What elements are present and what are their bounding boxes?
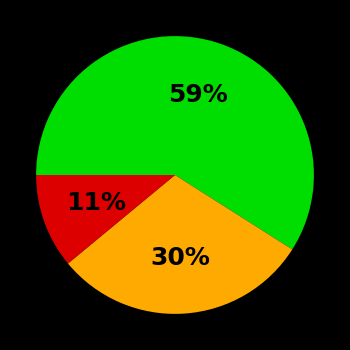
Wedge shape bbox=[36, 36, 314, 250]
Wedge shape bbox=[36, 175, 175, 264]
Wedge shape bbox=[68, 175, 292, 314]
Text: 59%: 59% bbox=[168, 83, 228, 107]
Text: 30%: 30% bbox=[150, 246, 210, 270]
Text: 11%: 11% bbox=[66, 191, 127, 215]
